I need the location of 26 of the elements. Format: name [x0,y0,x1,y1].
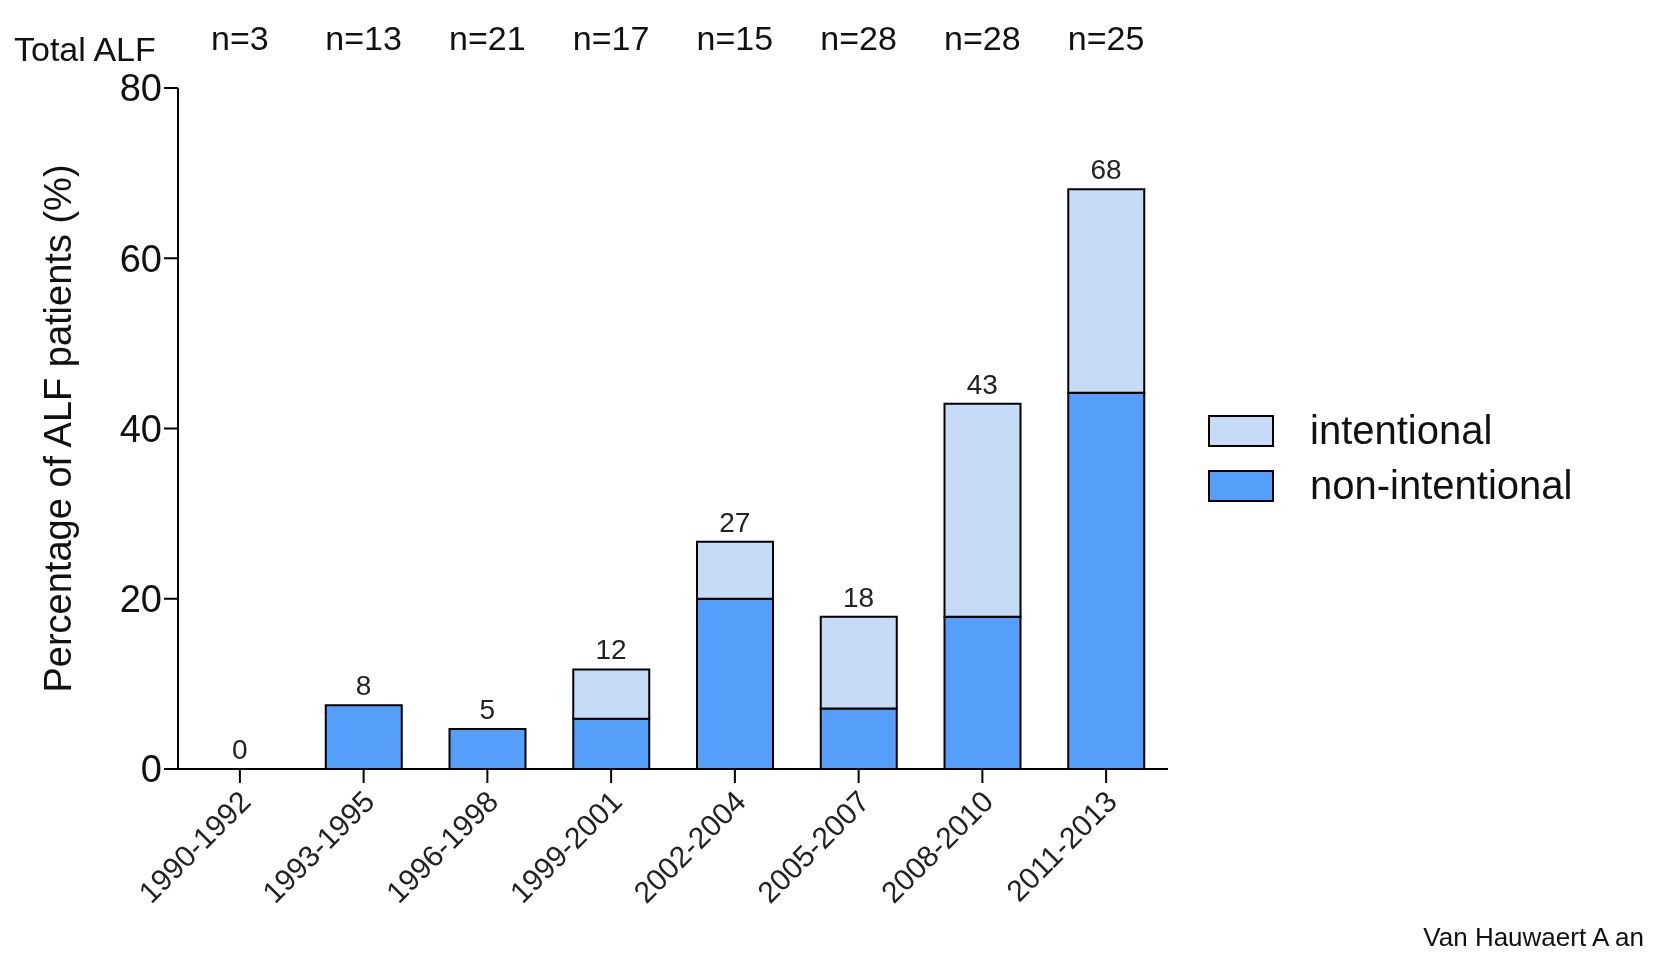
total-label: 5 [479,693,496,725]
y-tick-label: 60 [119,237,162,280]
y-tick-label: 40 [119,407,162,450]
text: n=17 [572,19,650,57]
total-label: 27 [719,506,751,538]
total-label: 68 [1090,154,1122,186]
text: Van Hauwaert A an [1423,922,1644,953]
text: n=13 [325,19,402,57]
y-tick-label: 80 [119,67,162,110]
text: n=3 [211,19,269,57]
text: n=21 [449,19,526,57]
text: Total ALF [14,30,156,69]
y-tick-label: 20 [119,578,162,621]
total-label: 8 [355,670,372,702]
total-label: 43 [966,368,998,400]
legend-label: non-intentional [1310,463,1573,508]
y-tick-label: 0 [140,748,162,791]
text: n=15 [696,19,774,57]
legend-label: intentional [1310,408,1493,453]
total-label: 18 [843,581,875,613]
text: n=25 [1067,19,1145,57]
total-label: 12 [595,634,627,666]
text: n=28 [944,19,1021,57]
total-label: 0 [232,734,248,765]
y-axis-title: Percentage of ALF patients (%) [37,164,80,693]
text: n=28 [820,19,897,57]
